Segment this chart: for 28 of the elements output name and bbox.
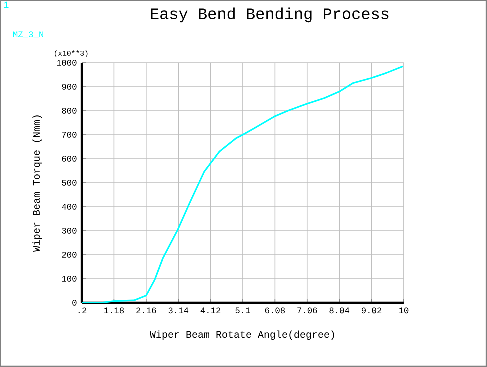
x-axis-title: Wiper Beam Rotate Angle(degree) [150,330,334,340]
x-tick-label: 9.02 [362,308,382,314]
y-axis-title: Wiper Beam Torque (Nmm) [32,116,42,252]
x-tick-label: 10 [399,308,409,314]
x-tick-label: 2.16 [136,308,156,314]
x-tick-label: 5.1 [236,308,250,314]
text: 1 [4,2,9,8]
y-tick-label: 500 [62,180,77,186]
x-tick-label: 3.14 [168,308,189,314]
y-tick-label: 200 [62,252,77,258]
x-tick-label: 1.18 [104,308,124,314]
x-tick-label: 7.06 [298,308,318,314]
x-tick-label: 6.08 [265,308,286,314]
text: MZ_3_N [13,32,44,38]
line-series [82,66,404,303]
y-tick-label: 900 [62,84,77,90]
y-tick-label: 100 [62,276,77,282]
y-tick-label: 800 [62,108,77,114]
x-tick-label: 4.12 [200,308,221,314]
x-tick-label: 8.04 [330,308,350,314]
y-tick-label: 600 [62,156,77,162]
x-tick-label: .2 [78,308,87,314]
y-tick-label: 400 [62,204,77,210]
y-tick-label: 700 [62,132,77,138]
y-tick-label: 0 [72,300,77,306]
y-tick-label: 300 [62,228,77,234]
chart-title: Easy Bend Bending Process [151,8,389,23]
y-tick-label: 1000 [57,60,77,66]
